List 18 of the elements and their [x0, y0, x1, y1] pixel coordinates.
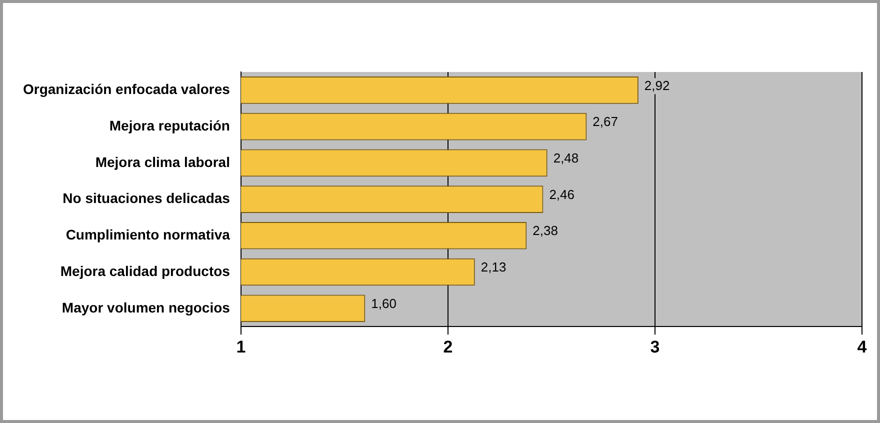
- data-label: 2,67: [592, 114, 618, 130]
- data-label: 2,46: [549, 186, 575, 202]
- x-tick-label: 1: [236, 337, 246, 356]
- y-tick-label: Organización enfocada valores: [22, 81, 230, 98]
- y-tick-label: Mejora reputación: [109, 117, 230, 134]
- data-label: 2,13: [480, 260, 506, 275]
- y-tick-label: Mejora calidad productos: [60, 262, 230, 279]
- x-tick-label: 3: [650, 337, 660, 356]
- y-tick-label: Mayor volumen negocios: [62, 299, 230, 316]
- y-tick-label: Cumplimiento normativa: [66, 226, 230, 243]
- y-tick-label: Mejora clima laboral: [95, 154, 230, 170]
- data-label: 2,48: [553, 150, 579, 166]
- x-tick-label: 2: [443, 337, 453, 356]
- x-tick-label: 4: [857, 337, 868, 356]
- y-tick-label: No situaciones delicadas: [62, 190, 230, 206]
- data-label: 1,60: [371, 296, 396, 311]
- data-label: 2,92: [644, 78, 670, 93]
- data-label: 2,38: [532, 223, 558, 238]
